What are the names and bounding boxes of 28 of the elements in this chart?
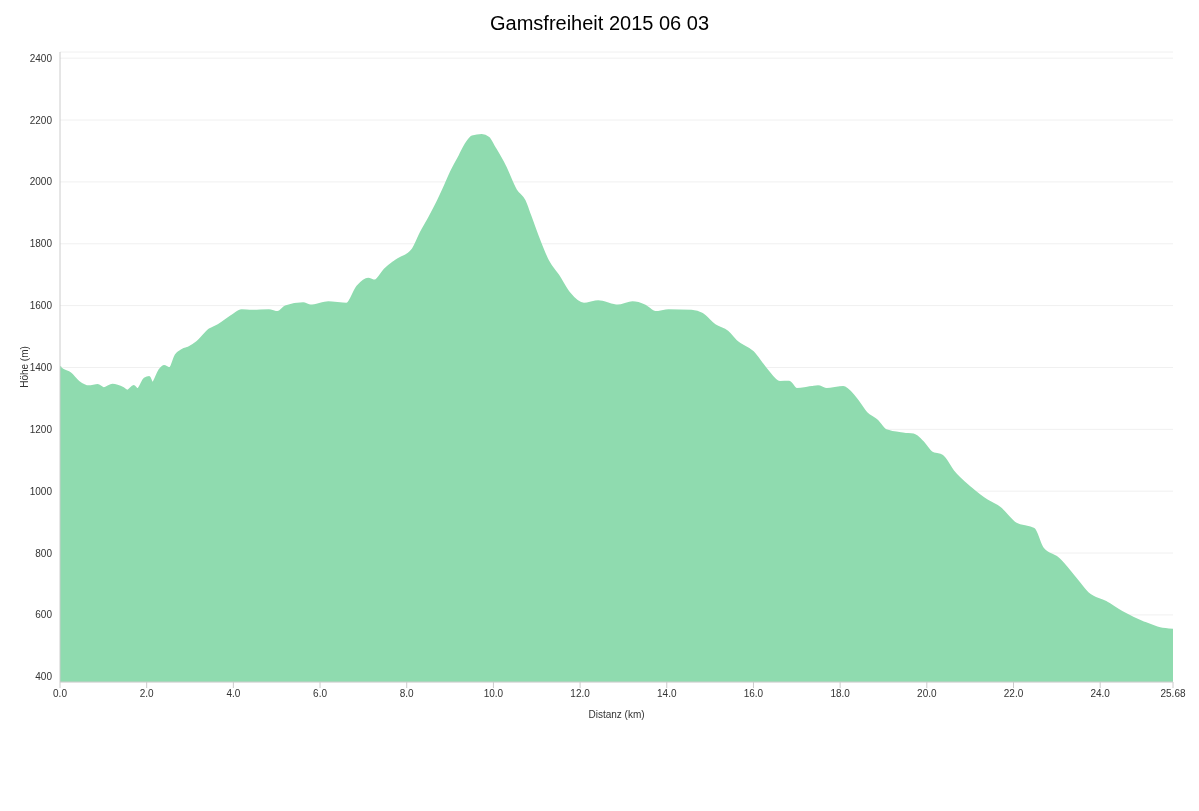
x-tick-label: 16.0 (743, 688, 764, 700)
y-tick-label: 800 (35, 547, 53, 559)
x-tick-label: 2.0 (139, 688, 155, 700)
y-tick-label: 600 (35, 609, 53, 621)
x-tick-label: 4.0 (226, 688, 241, 700)
y-tick-label: 2400 (29, 52, 53, 64)
x-tick-label: 0.0 (53, 688, 68, 700)
y-tick-label: 1800 (29, 238, 53, 250)
x-tick-label: 18.0 (830, 688, 851, 700)
y-tick-label: 1600 (29, 300, 53, 312)
x-axis-title: Distanz (km) (588, 709, 645, 720)
y-tick-label: 2000 (29, 176, 53, 188)
y-tick-label: 1400 (29, 362, 53, 374)
x-tick-label: 25.68 (1160, 688, 1186, 700)
y-tick-label: 1000 (29, 485, 53, 497)
x-tick-label: 20.0 (917, 688, 937, 700)
x-tick-label: 14.0 (657, 688, 677, 700)
x-tick-label: 24.0 (1090, 688, 1111, 700)
x-tick-label: 6.0 (313, 688, 328, 700)
x-tick-label: 22.0 (1003, 688, 1024, 700)
x-tick-label: 10.0 (483, 688, 504, 700)
x-tick-label: 12.0 (570, 688, 591, 700)
y-tick-label: 400 (35, 671, 53, 683)
y-tick-label: 2200 (29, 114, 53, 126)
y-axis-title: Höhe (m) (18, 346, 30, 388)
y-tick-label: 1200 (29, 423, 53, 435)
chart-title: Gamsfreiheit 2015 06 03 (489, 11, 710, 36)
x-tick-label: 8.0 (399, 688, 415, 700)
